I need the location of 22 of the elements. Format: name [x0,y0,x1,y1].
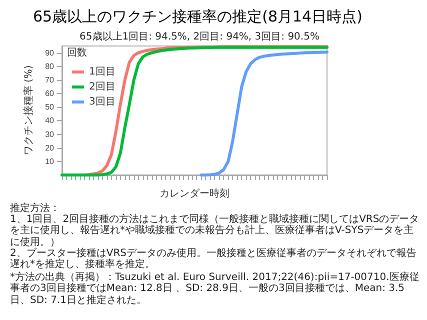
legend-label: 2回目 [89,82,116,92]
text: 推定方法： [10,203,61,214]
y-axis-title: ワクチン接種率 (%) [22,65,35,156]
legend-title: 回数 [67,48,87,58]
line-series [200,50,328,176]
y-tick-label: 50 [45,102,55,112]
y-tick-label: 60 [45,89,55,98]
x-axis-title: カレンダー時刻 [160,188,230,200]
y-tick-label: 40 [45,116,55,126]
text: *方法の出典（再掲）：Tsuzuki et al. Euro Surveill. 2017;22(46):pii=17-00710.医療従事者の3回目接種ではMean: 12.8日 、SD: 28.9日、一般の3回目接種では、Mean: 3.5日、SD: 7.1日と推定された。 [10,272,420,306]
y-tick-label: 30 [45,130,55,139]
text: 2、ブースター接種はVRSデータのみ使用。一般接種と医療従事者のデータそれぞれで報告遅れ*を推定し、接種率を推定。 [10,248,418,270]
y-tick-label: 90 [45,48,55,58]
y-tick-label: 80 [45,62,55,71]
legend-label: 1回目 [89,66,116,78]
legend-label: 3回目 [89,96,116,108]
chart-title: 65歳以上のワクチン接種率の推定(8月14日時点) [33,8,362,26]
y-tick-label: 10 [45,156,55,166]
y-tick-label: 20 [45,143,55,152]
chart-subtitle: 65歳以上1回目: 94.5%, 2回目: 94%, 3回目: 90.5% [80,30,320,42]
text: 1、1回目、2回目接種の方法はこれまで同様（一般接種と職域接種に関してはVRSのデータを主に使用し、報告遅れ*や職域接種での未報告分も計上、医療従事者はV-SYSデータを主に使用。） [10,214,420,248]
y-tick-label: 70 [45,75,55,84]
